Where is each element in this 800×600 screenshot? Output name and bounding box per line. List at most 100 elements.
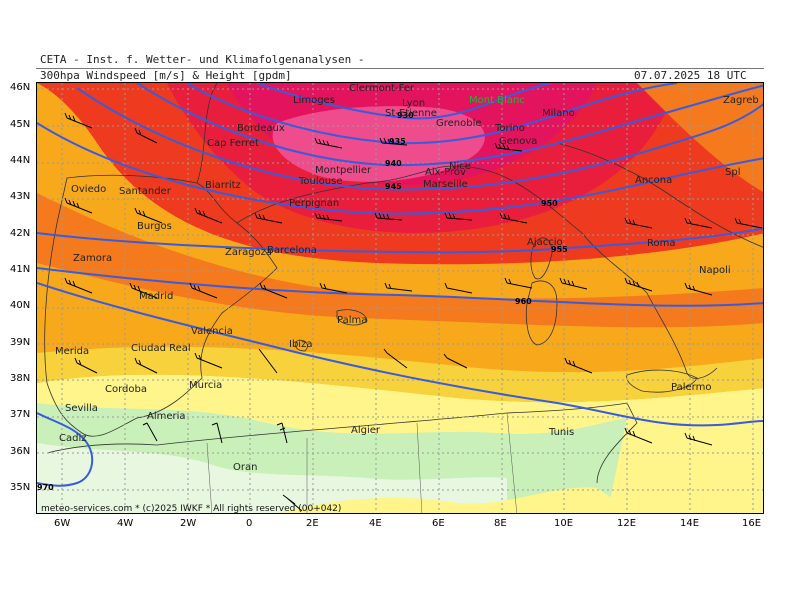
contour-label: 955 — [551, 245, 568, 254]
city-label: Roma — [647, 238, 676, 249]
contour-label: 940 — [385, 159, 402, 168]
city-label: Toulouse — [299, 176, 343, 187]
city-label: Algier — [351, 425, 381, 436]
contour-label: 930 — [397, 111, 414, 120]
lat-tick: 46N — [10, 82, 31, 93]
institution-title: CETA - Inst. f. Wetter- und Klimafolgena… — [40, 53, 365, 66]
lon-tick: 12E — [617, 518, 637, 529]
lat-tick: 45N — [10, 119, 31, 130]
city-label: Sevilla — [65, 403, 98, 414]
city-label: Barcelona — [267, 245, 317, 256]
lon-tick: 2W — [180, 518, 197, 529]
lon-tick: 4W — [117, 518, 134, 529]
height-contours — [37, 83, 763, 487]
lat-tick: 40N — [10, 300, 31, 311]
city-label: Zaragoza — [225, 247, 273, 258]
lon-tick: 6E — [432, 518, 445, 529]
lat-tick: 43N — [10, 191, 31, 202]
lat-tick: 35N — [10, 482, 31, 493]
city-label: Spl — [725, 167, 741, 178]
contour-950 — [37, 122, 763, 215]
lat-tick: 38N — [10, 373, 31, 384]
contour-955 — [37, 227, 763, 254]
city-label: Perpignan — [289, 198, 340, 209]
lon-tick: 2E — [306, 518, 319, 529]
city-label: Cordoba — [105, 384, 147, 395]
city-label: Zamora — [73, 253, 113, 264]
city-label: Murcia — [189, 380, 223, 391]
city-label: Cap Ferret — [207, 138, 259, 149]
city-label: Napoli — [699, 265, 731, 276]
speed-band-pink — [272, 106, 485, 182]
algeria-borders — [206, 412, 518, 513]
city-label: Mont Blanc — [469, 95, 525, 106]
contour-945 — [76, 87, 763, 191]
city-label: Genova — [499, 136, 538, 147]
lat-tick: 37N — [10, 409, 31, 420]
weather-map: 930 935 940 945 950 955 960 970 Clermont… — [36, 82, 764, 514]
lon-tick: 10E — [554, 518, 574, 529]
city-label: Ajaccio — [527, 237, 563, 248]
city-label: Limoges — [293, 95, 335, 106]
lat-lon-grid — [37, 83, 763, 513]
city-label: Milano — [542, 108, 575, 119]
city-label: Oviedo — [71, 184, 107, 195]
product-title: 300hpa Windspeed [m/s] & Height [gpdm] — [40, 69, 292, 82]
lat-tick: 36N — [10, 446, 31, 457]
sardinia — [525, 280, 558, 346]
italy-coast — [506, 142, 763, 379]
city-label: Zagreb — [723, 95, 759, 106]
valid-time: 07.07.2025 18 UTC — [634, 69, 747, 82]
contour-965 — [37, 282, 763, 427]
lat-tick: 41N — [10, 264, 31, 275]
city-label: Valencia — [191, 326, 233, 337]
speed-band-pale-green — [37, 443, 507, 513]
lat-tick: 39N — [10, 337, 31, 348]
city-label: Montpellier — [315, 165, 372, 176]
map-canvas — [37, 83, 763, 513]
lat-tick: 42N — [10, 228, 31, 239]
copyright-credit: meteo-services.com * (c)2025 IWKF * All … — [41, 504, 342, 514]
corsica — [530, 237, 553, 280]
city-label: Bordeaux — [237, 123, 285, 134]
north-africa-coast — [46, 402, 638, 484]
city-label: St-Etienne — [385, 108, 437, 119]
lat-tick: 44N — [10, 155, 31, 166]
contour-960 — [37, 267, 763, 307]
city-label: Cadiz — [59, 433, 87, 444]
city-label: Grenoble — [436, 118, 482, 129]
baleares — [295, 309, 368, 352]
france-coast — [196, 83, 508, 224]
windspeed-shading — [37, 83, 763, 513]
city-label: Palma — [337, 315, 368, 326]
contour-930 — [256, 83, 553, 120]
city-label: Marseille — [423, 179, 468, 190]
lon-tick: 16E — [742, 518, 762, 529]
contour-label: 960 — [515, 297, 532, 306]
sicily — [626, 369, 698, 393]
lon-tick: 4E — [369, 518, 382, 529]
city-label: Tunis — [549, 427, 575, 438]
city-label: Santander — [119, 186, 171, 197]
lon-tick: 14E — [680, 518, 700, 529]
city-label: Aix-Prov — [425, 167, 466, 178]
city-label: Lyon — [402, 98, 426, 109]
city-label: Torino — [495, 123, 525, 134]
city-label: Ancona — [635, 175, 673, 186]
city-label: Merida — [55, 346, 90, 357]
contour-label: 950 — [541, 199, 558, 208]
city-label: Nice — [449, 161, 471, 172]
contour-940 — [136, 83, 763, 167]
coastlines — [44, 83, 763, 513]
contour-970 — [37, 412, 94, 487]
speed-band-orange — [37, 193, 763, 328]
speed-band-yellow-south — [277, 487, 635, 513]
contour-label: 970 — [37, 483, 54, 492]
city-label: Ibiza — [289, 339, 313, 350]
lon-tick: 8E — [494, 518, 507, 529]
lon-tick: 0 — [246, 518, 253, 529]
city-label: Madrid — [139, 291, 174, 302]
contour-935 — [186, 83, 678, 145]
city-label: Clermont-Fer — [349, 83, 415, 94]
contour-label: 935 — [389, 137, 406, 146]
